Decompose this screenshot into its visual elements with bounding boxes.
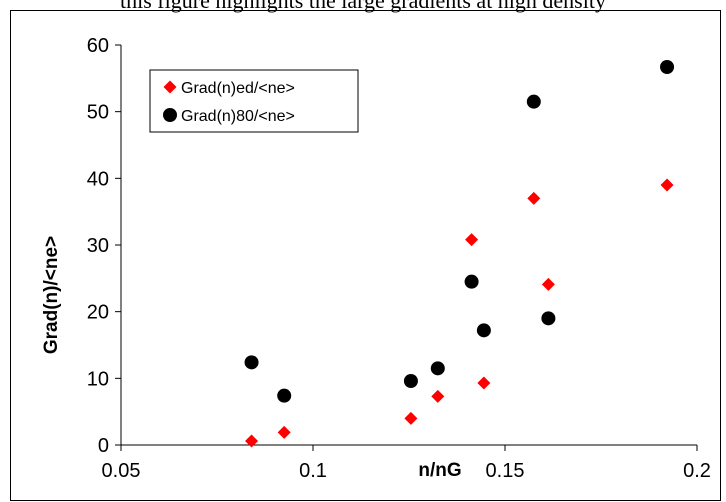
circle-point bbox=[430, 361, 445, 376]
diamond-point bbox=[277, 425, 291, 439]
legend-label: Grad(n)ed/<ne> bbox=[181, 80, 295, 97]
y-tick-label: 30 bbox=[87, 235, 109, 257]
caption-fragment: this figure highlights the large gradien… bbox=[0, 0, 726, 22]
diamond-point bbox=[431, 389, 445, 403]
legend: Grad(n)ed/<ne> Grad(n)80/<ne> bbox=[149, 69, 359, 133]
circle-point bbox=[476, 323, 491, 338]
y-tick-label: 40 bbox=[87, 168, 109, 190]
circle-point bbox=[526, 94, 541, 109]
diamond-point bbox=[404, 411, 418, 425]
diamond-point bbox=[477, 376, 491, 390]
diamond-point bbox=[527, 191, 541, 205]
y-axis-title: Grad(n)/<ne> bbox=[41, 236, 62, 354]
circle-point bbox=[277, 388, 292, 403]
series-grad-ed bbox=[245, 178, 674, 448]
x-tick-label: 0.1 bbox=[299, 460, 327, 482]
x-tick-label: 0.2 bbox=[683, 460, 711, 482]
legend-label: Grad(n)80/<ne> bbox=[181, 108, 295, 125]
diamond-point bbox=[465, 233, 479, 247]
circle-point bbox=[244, 355, 259, 370]
circle-point bbox=[403, 374, 418, 388]
x-axis-title: n/nG bbox=[418, 460, 461, 481]
legend-marker bbox=[163, 80, 177, 94]
diamond-point bbox=[541, 277, 555, 291]
legend-box bbox=[149, 69, 359, 133]
chart-frame bbox=[10, 10, 721, 501]
caption-text: this figure highlights the large gradien… bbox=[120, 0, 606, 13]
x-tick-label: 0.05 bbox=[102, 460, 141, 482]
legend-marker bbox=[163, 108, 177, 122]
circle-point bbox=[541, 311, 556, 326]
diamond-point bbox=[660, 178, 674, 192]
series-grad-80 bbox=[244, 60, 675, 403]
y-tick-label: 0 bbox=[98, 435, 109, 457]
circle-point bbox=[660, 60, 675, 74]
data-marks bbox=[244, 60, 675, 448]
x-tick-label: 0.15 bbox=[486, 460, 525, 482]
y-tick-label: 50 bbox=[87, 102, 109, 124]
y-tick-label: 60 bbox=[87, 35, 109, 57]
circle-point bbox=[464, 274, 479, 289]
diamond-point bbox=[245, 434, 259, 448]
y-tick-label: 20 bbox=[87, 302, 109, 324]
y-tick-label: 10 bbox=[87, 368, 109, 390]
ticks: 0 10 20 30 40 50 60 0.05 0.1 0.15 0.2 bbox=[87, 35, 711, 482]
